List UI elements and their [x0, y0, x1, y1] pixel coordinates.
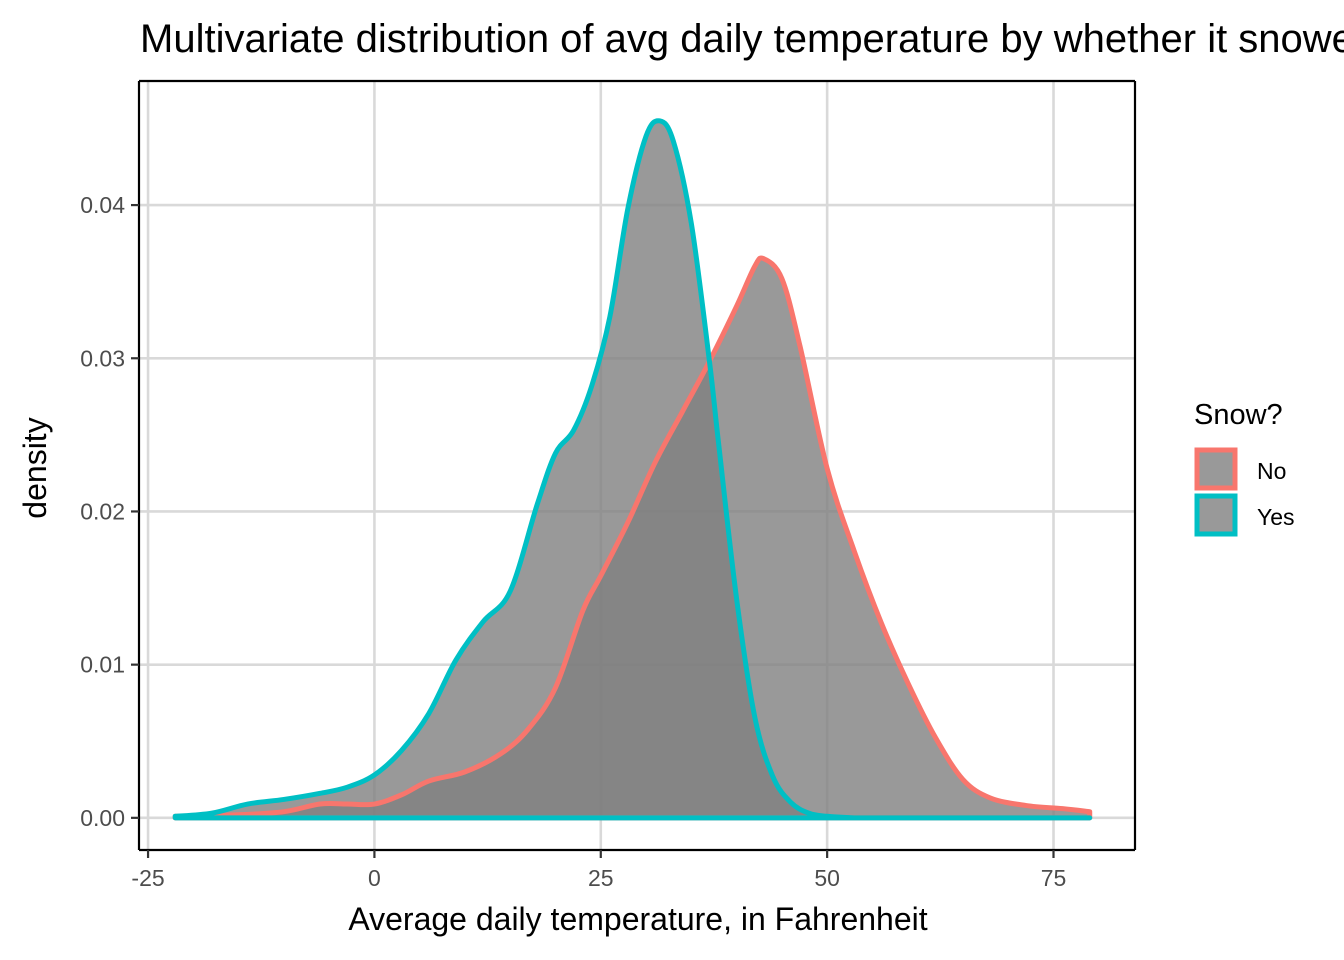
- y-tick-label: 0.01: [80, 652, 125, 678]
- density-series: [172, 118, 1093, 821]
- legend: Snow? No Yes: [1194, 399, 1295, 537]
- legend-key-yes: [1194, 493, 1238, 537]
- x-tick-label: 25: [588, 865, 614, 891]
- legend-label-no: No: [1257, 458, 1286, 484]
- y-axis-title: density: [17, 417, 53, 518]
- y-tick-label: 0.02: [80, 498, 125, 524]
- legend-title: Snow?: [1194, 399, 1283, 431]
- density-line-no: [172, 255, 1093, 821]
- x-tick-label: 50: [814, 865, 840, 891]
- y-tick-label: 0.04: [80, 192, 125, 218]
- y-tick-label: 0.03: [80, 345, 125, 371]
- y-tick-label: 0.00: [80, 805, 125, 831]
- legend-label-yes: Yes: [1257, 504, 1295, 530]
- legend-key-no: [1194, 447, 1238, 491]
- chart-title: Multivariate distribution of avg daily t…: [140, 17, 1344, 61]
- density-line-yes: [172, 118, 1093, 821]
- density-area-yes: [175, 120, 1090, 818]
- x-axis-title: Average daily temperature, in Fahrenheit: [348, 901, 927, 937]
- axes: -25 0 25 50 75 0.00 0.01 0.02 0.03 0.04: [80, 79, 1137, 891]
- x-tick-label: 0: [368, 865, 381, 891]
- x-tick-label: 75: [1041, 865, 1067, 891]
- x-tick-label: -25: [131, 865, 164, 891]
